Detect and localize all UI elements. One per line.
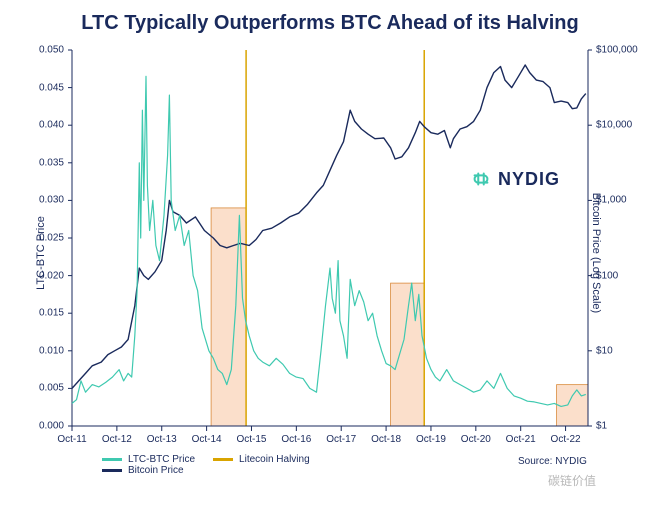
ytick-right: $100: [596, 270, 618, 281]
legend-label: LTC-BTC Price: [128, 454, 195, 465]
xtick: Oct-13: [147, 434, 177, 445]
legend-swatch: [102, 458, 122, 461]
nydig-logo: NYDIG: [470, 168, 560, 190]
legend-item: Bitcoin Price: [102, 465, 184, 476]
ytick-right: $100,000: [596, 45, 638, 56]
chart-title: LTC Typically Outperforms BTC Ahead of i…: [0, 12, 660, 35]
ytick-right: $1,000: [596, 195, 627, 206]
legend-swatch: [213, 458, 233, 461]
legend: LTC-BTC Price Litecoin Halving Bitcoin Pri…: [102, 454, 328, 476]
legend-label: Bitcoin Price: [128, 465, 184, 476]
xtick: Oct-12: [102, 434, 132, 445]
xtick: Oct-16: [281, 434, 311, 445]
ytick-left: 0.015: [0, 308, 64, 319]
ytick-right: $10,000: [596, 120, 632, 131]
ytick-left: 0.005: [0, 383, 64, 394]
xtick: Oct-19: [416, 434, 446, 445]
ytick-left: 0.045: [0, 82, 64, 93]
chart-frame: LTC Typically Outperforms BTC Ahead of i…: [0, 0, 660, 506]
legend-swatch: [102, 469, 122, 472]
xtick: Oct-20: [461, 434, 491, 445]
ytick-left: 0.025: [0, 233, 64, 244]
xtick: Oct-15: [236, 434, 266, 445]
ytick-left: 0.040: [0, 120, 64, 131]
ytick-left: 0.000: [0, 421, 64, 432]
legend-item: LTC-BTC Price: [102, 454, 195, 465]
source-label: Source: NYDIG: [518, 456, 587, 467]
nydig-logo-icon: [470, 168, 492, 190]
ytick-left: 0.035: [0, 157, 64, 168]
ytick-right: $10: [596, 345, 613, 356]
xtick: Oct-22: [551, 434, 581, 445]
xtick: Oct-21: [506, 434, 536, 445]
plot-area: [72, 50, 588, 426]
xtick: Oct-14: [192, 434, 222, 445]
nydig-logo-text: NYDIG: [498, 169, 560, 190]
ytick-left: 0.010: [0, 345, 64, 356]
ytick-left: 0.030: [0, 195, 64, 206]
legend-item: Litecoin Halving: [213, 454, 310, 465]
xtick: Oct-11: [57, 434, 86, 445]
ytick-left: 0.020: [0, 270, 64, 281]
ytick-right: $1: [596, 421, 607, 432]
xtick: Oct-17: [326, 434, 356, 445]
legend-label: Litecoin Halving: [239, 454, 310, 465]
watermark: 碳链价值: [548, 472, 596, 489]
y-axis-right-label: Bitcoin Price (Log Scale): [590, 193, 602, 313]
xtick: Oct-18: [371, 434, 401, 445]
ytick-left: 0.050: [0, 45, 64, 56]
